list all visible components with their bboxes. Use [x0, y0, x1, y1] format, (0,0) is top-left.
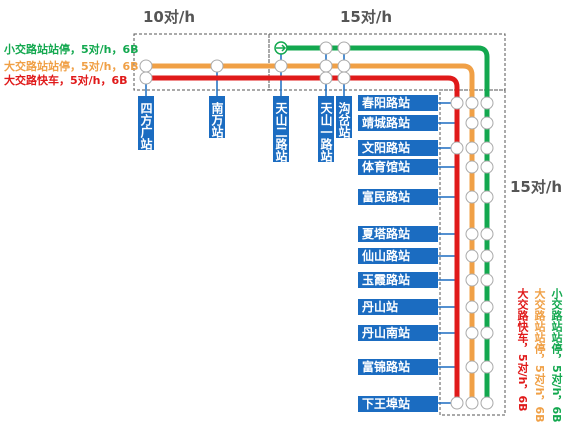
station-label: 四方广站	[138, 96, 154, 150]
legend-vertical-orange: 大交路站站停，5对/h，6B	[533, 288, 546, 423]
legend-orange: 大交路站站停，5对/h，6B	[4, 60, 139, 73]
station-label: 天山一路站	[318, 96, 334, 162]
green-service-line	[281, 45, 490, 405]
station-markers	[139, 41, 494, 410]
legend-vertical-green: 小交路站站停，5对/h，6B	[550, 288, 563, 423]
red-service-line	[146, 75, 460, 405]
station-label: 天山二路站	[273, 96, 289, 162]
orange-service-line	[146, 63, 475, 405]
frequency-label-left: 10对/h	[143, 8, 196, 26]
zone-box-left	[133, 33, 270, 91]
station-label: 沟岔站	[336, 96, 352, 138]
station-label: 丹山站	[358, 299, 438, 315]
station-label: 夏塔路站	[358, 226, 438, 242]
station-label: 靖城路站	[358, 115, 438, 131]
frequency-label-top-right: 15对/h	[340, 8, 393, 26]
station-label: 富民路站	[358, 189, 438, 205]
legend-red: 大交路快车，5对/h，6B	[4, 74, 128, 87]
station-label: 富锦路站	[358, 359, 438, 375]
station-label: 南万站	[209, 96, 225, 138]
station-label: 体育馆站	[358, 159, 438, 175]
zone-box-top-right	[268, 33, 506, 91]
legend-green: 小交路站站停，5对/h，6B	[4, 43, 139, 56]
station-label: 玉霞路站	[358, 272, 438, 288]
station-label: 仙山路站	[358, 248, 438, 264]
station-label: 下王埠站	[358, 396, 438, 412]
station-label: 文阳路站	[358, 140, 438, 156]
station-label: 丹山南站	[358, 325, 438, 341]
legend-vertical-red: 大交路快车，5对/h，6B	[516, 288, 529, 412]
arrow-icon	[274, 41, 288, 55]
station-label: 春阳路站	[358, 95, 438, 111]
frequency-label-right: 15对/h	[510, 178, 563, 196]
